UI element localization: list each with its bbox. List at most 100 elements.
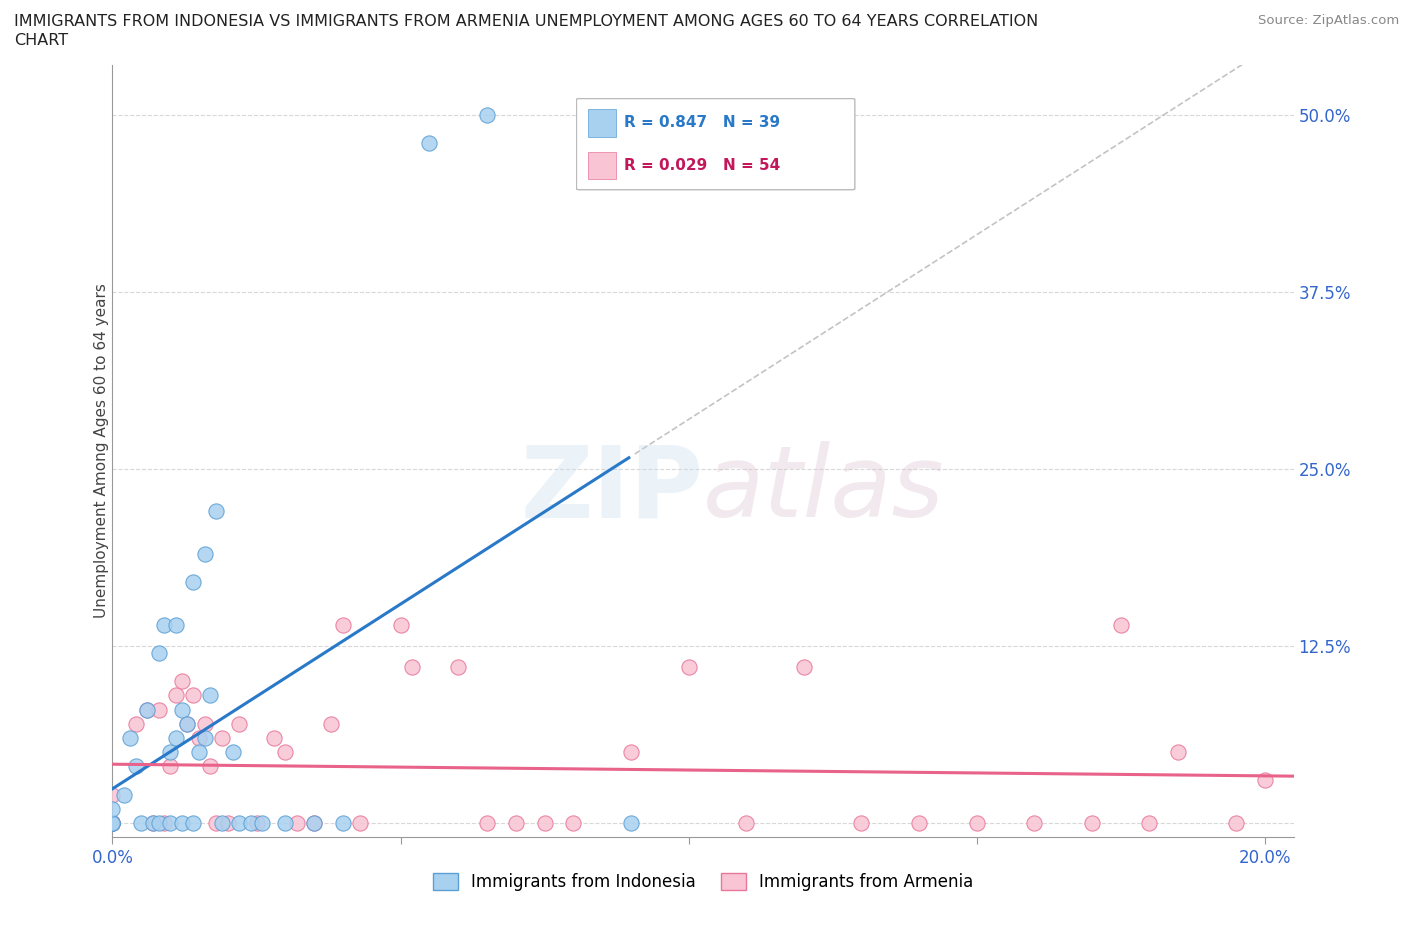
Point (194, 730, 217, 745)
Bar (588, 152, 616, 179)
Point (170, 816, 193, 830)
Point (228, 816, 250, 830)
Point (908, 816, 931, 830)
Point (181, 816, 204, 830)
Point (101, 787, 124, 802)
Point (263, 730, 285, 745)
Y-axis label: Unemployment Among Ages 60 to 64 years: Unemployment Among Ages 60 to 64 years (94, 284, 108, 618)
Point (1024, 816, 1046, 830)
Point (1254, 773, 1277, 788)
Point (401, 659, 423, 674)
Point (228, 716, 250, 731)
Point (176, 716, 198, 731)
Point (112, 787, 135, 802)
Point (176, 716, 198, 731)
Bar (588, 109, 616, 137)
Point (222, 745, 245, 760)
Point (101, 816, 124, 830)
Point (194, 546, 217, 561)
Point (170, 702, 193, 717)
Point (187, 730, 209, 745)
Text: ZIP: ZIP (520, 441, 703, 538)
Text: atlas: atlas (703, 441, 945, 538)
Point (170, 673, 193, 688)
Point (966, 816, 988, 830)
Point (136, 702, 159, 717)
Point (302, 816, 325, 830)
Point (148, 816, 170, 830)
Point (211, 730, 233, 745)
Point (205, 504, 228, 519)
Point (1139, 816, 1161, 830)
Point (302, 816, 325, 830)
Point (148, 645, 170, 660)
Point (620, 745, 643, 760)
Point (533, 816, 555, 830)
Point (159, 759, 181, 774)
Point (142, 816, 165, 830)
Point (200, 688, 222, 703)
Point (274, 745, 297, 760)
Text: CHART: CHART (14, 33, 67, 47)
Point (211, 816, 233, 830)
Point (153, 816, 176, 830)
Point (181, 575, 204, 590)
Point (332, 618, 354, 632)
Point (153, 618, 176, 632)
Point (129, 816, 152, 830)
Point (101, 816, 124, 830)
Point (285, 816, 308, 830)
Point (793, 659, 815, 674)
Point (475, 107, 498, 122)
Text: IMMIGRANTS FROM INDONESIA VS IMMIGRANTS FROM ARMENIA UNEMPLOYMENT AMONG AGES 60 : IMMIGRANTS FROM INDONESIA VS IMMIGRANTS … (14, 14, 1038, 29)
Point (332, 816, 354, 830)
Point (475, 816, 498, 830)
Point (505, 816, 527, 830)
Point (187, 745, 209, 760)
Point (101, 816, 124, 830)
Point (1167, 745, 1189, 760)
Point (142, 816, 165, 830)
Point (349, 816, 371, 830)
Point (678, 659, 700, 674)
Point (252, 816, 274, 830)
Point (1081, 816, 1104, 830)
Point (735, 816, 758, 830)
Text: R = 0.847   N = 39: R = 0.847 N = 39 (624, 115, 780, 130)
Point (217, 816, 239, 830)
Point (1109, 618, 1132, 632)
FancyBboxPatch shape (576, 99, 855, 190)
Point (101, 802, 124, 817)
Point (274, 816, 297, 830)
Point (205, 816, 228, 830)
Point (245, 816, 267, 830)
Point (447, 659, 470, 674)
Point (851, 816, 873, 830)
Point (136, 702, 159, 717)
Text: R = 0.029   N = 54: R = 0.029 N = 54 (624, 158, 780, 173)
Point (1225, 816, 1247, 830)
Point (159, 816, 181, 830)
Point (101, 816, 124, 830)
Point (620, 816, 643, 830)
Point (101, 816, 124, 830)
Point (101, 816, 124, 830)
Point (165, 618, 187, 632)
Point (101, 816, 124, 830)
Point (165, 688, 187, 703)
Point (239, 816, 262, 830)
Point (181, 688, 204, 703)
Point (148, 702, 170, 717)
Point (118, 730, 141, 745)
Point (562, 816, 585, 830)
Point (389, 618, 412, 632)
Point (101, 816, 124, 830)
Point (200, 759, 222, 774)
Legend: Immigrants from Indonesia, Immigrants from Armenia: Immigrants from Indonesia, Immigrants fr… (426, 867, 980, 898)
Point (321, 716, 343, 731)
Point (194, 716, 217, 731)
Point (101, 816, 124, 830)
Point (101, 816, 124, 830)
Point (165, 730, 187, 745)
Point (124, 759, 146, 774)
